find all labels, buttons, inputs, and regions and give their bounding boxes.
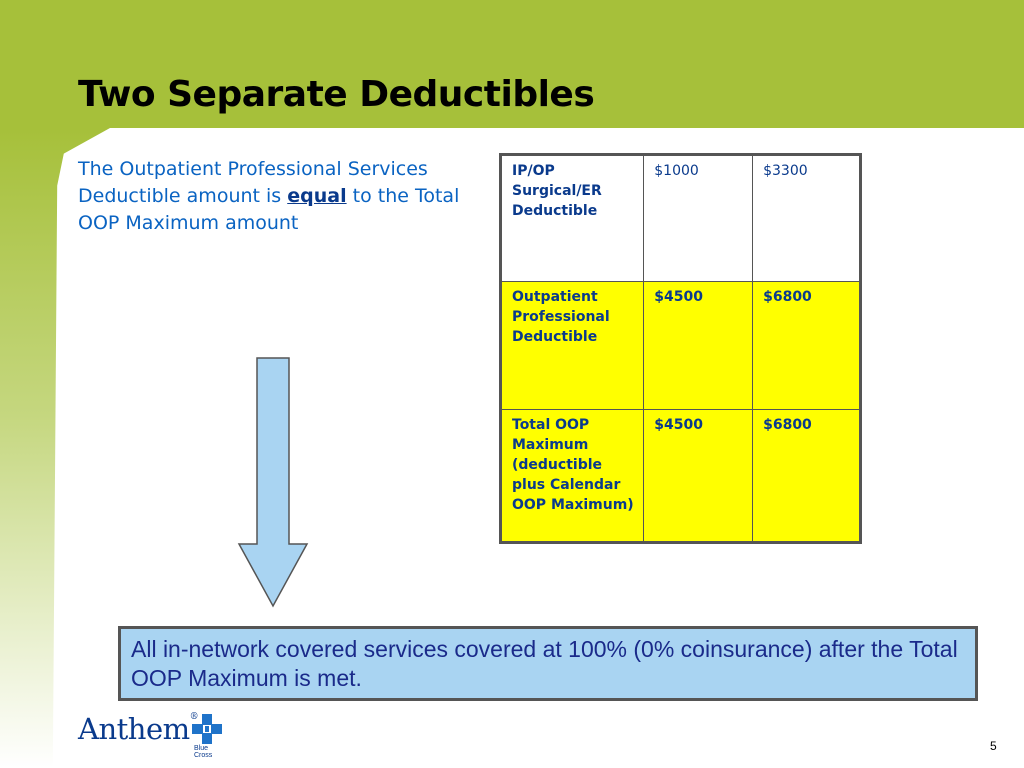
row-value-1: $4500 <box>643 409 754 543</box>
row-label: Total OOP Maximum (deductible plus Calen… <box>499 409 645 543</box>
intro-text-end: to the Total OOP Maximum amount <box>78 185 460 234</box>
intro-text: The Outpatient Professional Services Ded… <box>78 156 498 237</box>
logo-wordmark: Anthem® <box>78 712 199 746</box>
row-label: Outpatient Professional Deductible <box>499 281 645 410</box>
table-row: Total OOP Maximum (deductible plus Calen… <box>499 409 861 543</box>
row-value-2: $6800 <box>752 409 861 543</box>
anthem-logo: Anthem® Blue Cross <box>78 712 228 759</box>
row-value-2: $6800 <box>752 281 861 410</box>
page-number: 5 <box>990 739 997 753</box>
row-value-1: $4500 <box>643 281 754 410</box>
blue-cross-blue-shield-icon <box>192 714 222 744</box>
row-value-2: $3300 <box>752 154 861 282</box>
row-label: IP/OP Surgical/ER Deductible <box>499 154 645 282</box>
coverage-note: All in-network covered services covered … <box>118 626 978 701</box>
table-row: Outpatient Professional Deductible $4500… <box>499 281 861 410</box>
deductibles-table: IP/OP Surgical/ER Deductible $1000 $3300… <box>499 153 862 544</box>
down-arrow-icon <box>237 357 309 608</box>
intro-text-start: The Outpatient Professional Services Ded… <box>78 158 428 207</box>
logo-subtext: Blue Cross <box>194 745 213 759</box>
row-value-1: $1000 <box>643 154 754 282</box>
table-row: IP/OP Surgical/ER Deductible $1000 $3300 <box>499 154 861 282</box>
slide-title: Two Separate Deductibles <box>78 74 595 115</box>
intro-text-emphasis: equal <box>287 185 347 207</box>
